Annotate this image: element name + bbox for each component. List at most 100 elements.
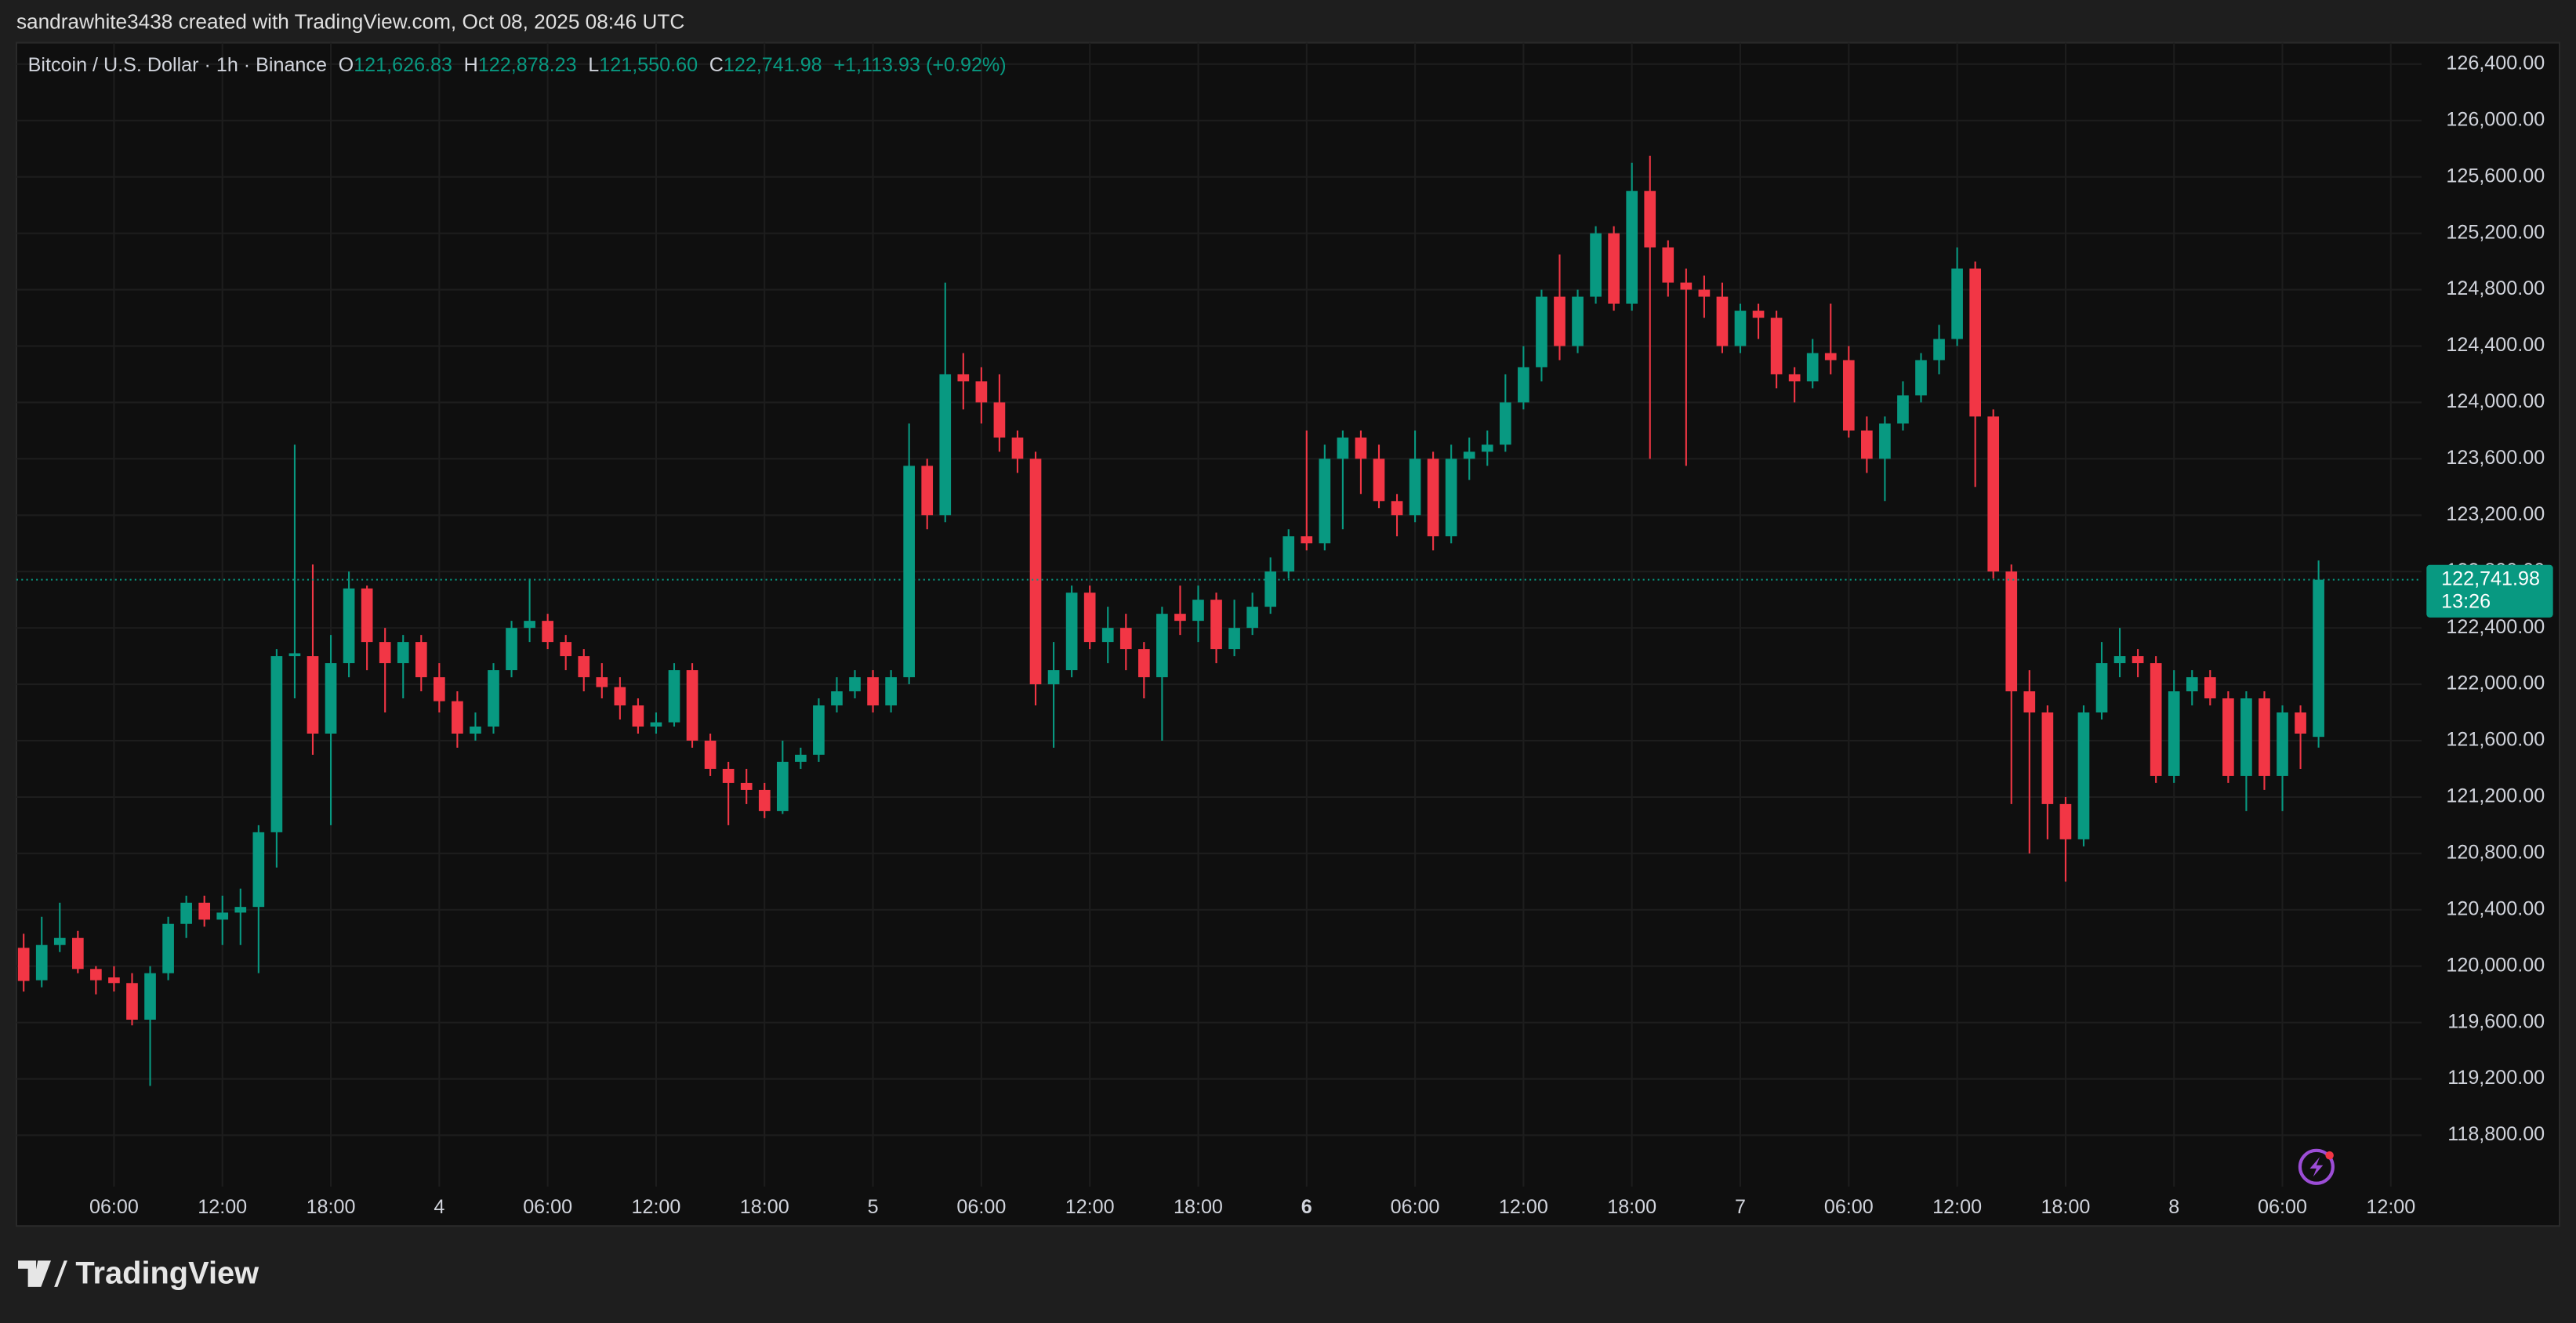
candle-body	[434, 677, 445, 701]
candle-body	[1391, 501, 1403, 516]
logo-text: TradingView	[75, 1256, 259, 1291]
candle-body	[1842, 360, 1855, 431]
candle-body	[1246, 607, 1258, 629]
x-tick-label: 12:00	[2366, 1196, 2415, 1218]
candle-body	[668, 670, 680, 723]
candle-body	[1590, 233, 1602, 297]
candle-body	[2132, 656, 2144, 664]
candle-body	[2222, 698, 2234, 776]
countdown-label: 13:26	[2441, 591, 2491, 613]
candle-body	[686, 670, 698, 741]
candle-body	[1915, 360, 1927, 396]
candle-body	[614, 687, 626, 706]
logo-mark	[18, 1260, 67, 1287]
footer-logo: TradingView	[18, 1256, 259, 1291]
x-tick-label: 12:00	[1499, 1196, 1548, 1218]
candle-body	[1264, 571, 1277, 607]
candle-body	[270, 656, 283, 832]
candle-body	[1879, 423, 1891, 459]
x-tick-label: 8	[2168, 1196, 2179, 1218]
x-tick-label: 5	[868, 1196, 879, 1218]
x-tick-label: 18:00	[1174, 1196, 1223, 1218]
legend-key: H	[464, 54, 478, 76]
candle-body	[1788, 374, 1801, 382]
candle-body	[740, 782, 753, 790]
candle-body	[722, 768, 735, 783]
candle-body	[1554, 296, 1566, 346]
candle-body	[2113, 656, 2126, 664]
x-tick-label: 12:00	[198, 1196, 247, 1218]
x-tick-label: 06:00	[2258, 1196, 2307, 1218]
legend-key: L	[588, 54, 599, 76]
candle-body	[2277, 712, 2288, 776]
candle-body	[1572, 296, 1584, 346]
y-tick-label: 123,600.00	[2446, 447, 2545, 469]
candle-body	[1500, 402, 1511, 445]
candle-body	[216, 912, 229, 920]
candle-body	[704, 740, 717, 769]
legend-value: 121,550.60	[599, 54, 698, 76]
candle-body	[831, 691, 843, 706]
candle-body	[1337, 437, 1349, 459]
y-tick-label: 125,600.00	[2446, 165, 2545, 187]
candle-body	[1301, 536, 1313, 544]
candle-body	[1752, 310, 1765, 318]
y-tick-label: 123,200.00	[2446, 503, 2545, 525]
legend: Bitcoin / U.S. Dollar · 1h · Binance O121…	[28, 54, 1007, 76]
candle-body	[1427, 459, 1439, 537]
candle-body	[1029, 459, 1042, 685]
candle-body	[524, 621, 535, 629]
icon-ring	[2298, 1148, 2335, 1185]
candle-body	[1355, 437, 1367, 459]
y-tick-label: 126,000.00	[2446, 108, 2545, 130]
candle-body	[1156, 614, 1168, 678]
candle-body	[813, 705, 825, 755]
candle-body	[578, 656, 590, 678]
y-tick-label: 119,600.00	[2447, 1010, 2545, 1032]
x-tick-label: 18:00	[307, 1196, 356, 1218]
candle-body	[2168, 691, 2180, 776]
candle-body	[596, 677, 608, 687]
candle-body	[1192, 600, 1204, 622]
candle-body	[90, 969, 102, 980]
x-tick-label: 18:00	[740, 1196, 789, 1218]
header-text: sandrawhite3438 created with TradingView…	[16, 9, 684, 33]
candle-body	[1716, 296, 1729, 346]
candle-body	[252, 832, 265, 908]
candle-body	[650, 722, 662, 727]
candle-body	[921, 466, 934, 516]
candle-body	[1445, 459, 1457, 537]
x-tick-label: 4	[434, 1196, 444, 1218]
candle-body	[108, 977, 120, 984]
candle-body	[1662, 247, 1674, 283]
candle-body	[1861, 430, 1873, 459]
candle-body	[903, 466, 915, 678]
y-tick-label: 121,600.00	[2446, 729, 2545, 751]
y-tick-label: 122,000.00	[2446, 672, 2545, 694]
candle-body	[397, 642, 409, 664]
y-tick-label: 121,200.00	[2446, 785, 2545, 807]
candle-body	[126, 983, 138, 1020]
candle-body	[758, 789, 771, 811]
candle-body	[2023, 691, 2036, 713]
candle-body	[361, 588, 373, 643]
candle-body	[776, 761, 789, 811]
candle-body	[975, 381, 988, 403]
chart-panel	[15, 42, 2561, 1227]
candle-body	[35, 944, 48, 980]
candle-body	[1518, 367, 1529, 403]
assistant-icon[interactable]	[2298, 1148, 2335, 1185]
y-tick-label: 124,800.00	[2446, 277, 2545, 299]
candle-body	[1680, 282, 1693, 290]
x-tick-label: 06:00	[523, 1196, 572, 1218]
candle-body	[849, 677, 861, 692]
candle-body	[795, 754, 807, 762]
candle-body	[2005, 571, 2018, 692]
candle-body	[560, 642, 572, 657]
candle-body	[470, 727, 481, 734]
candle-body	[993, 402, 1006, 438]
x-tick-label: 12:00	[1932, 1196, 1982, 1218]
legend-value: 121,626.83	[354, 54, 452, 76]
candle-body	[1644, 190, 1656, 248]
y-tick-label: 124,000.00	[2446, 390, 2545, 412]
